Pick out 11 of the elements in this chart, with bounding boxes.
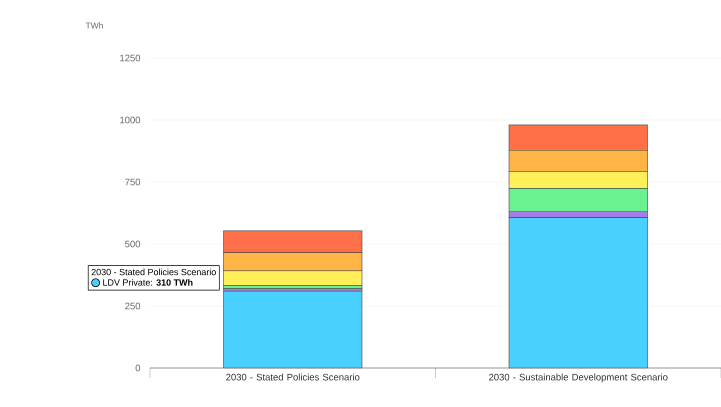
y-tick-label: 1250 xyxy=(120,54,140,62)
x-tick-label: 2030 - Sustainable Development Scenario xyxy=(489,374,668,382)
y-tick-label: 0 xyxy=(136,364,140,372)
y-tick-label: 500 xyxy=(125,240,140,248)
y-axis-title: TWh xyxy=(86,22,103,28)
bar xyxy=(223,290,362,368)
annotation: 2030 - Stated Policies Scenario xyxy=(92,268,216,276)
annotation: LDV Private: 310 TWh xyxy=(103,279,192,286)
y-tick-label: 750 xyxy=(125,178,140,186)
y-tick-label: 250 xyxy=(125,302,140,310)
y-tick-label: 1000 xyxy=(120,116,140,124)
